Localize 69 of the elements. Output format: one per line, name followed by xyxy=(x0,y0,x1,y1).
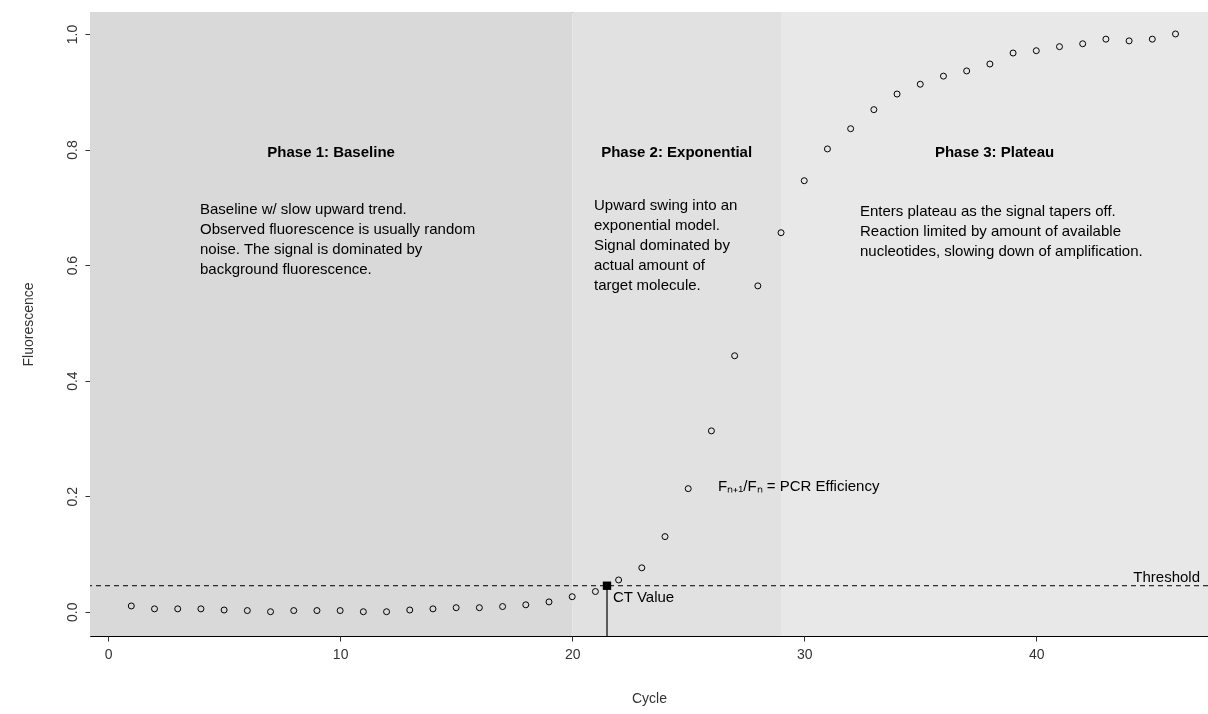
point xyxy=(870,106,878,114)
y-tick-label: 1.0 xyxy=(63,24,80,45)
x-axis-title: Cycle xyxy=(631,689,668,706)
point xyxy=(383,608,391,616)
x-tick-label: 40 xyxy=(1029,645,1045,662)
point xyxy=(684,485,692,493)
annotation: Fₙ₊₁/Fₙ = PCR Efficiency xyxy=(718,477,880,494)
annotation: CT Value xyxy=(613,587,675,605)
point xyxy=(591,588,599,596)
point xyxy=(151,605,159,613)
point xyxy=(939,72,947,80)
x-tick-label: 0 xyxy=(104,645,113,662)
point xyxy=(1079,40,1087,48)
annotation: Enters plateau as the signal tapers off. Reaction limited by amount of available nucleotides, slowing down of amplification. xyxy=(860,202,1143,259)
point xyxy=(1102,35,1110,43)
point xyxy=(1125,37,1133,45)
band-label: Phase 1: Baseline xyxy=(267,143,395,160)
ref-line-label: Threshold xyxy=(1133,567,1200,585)
point xyxy=(313,607,321,615)
point xyxy=(475,604,483,612)
point xyxy=(638,564,646,572)
point xyxy=(847,125,855,133)
point xyxy=(731,352,739,360)
point xyxy=(707,427,715,435)
band-label: Phase 3: Plateau xyxy=(934,143,1055,160)
point xyxy=(963,67,971,75)
band-label: Phase 2: Exponential xyxy=(601,143,753,160)
point xyxy=(359,608,367,616)
y-tick-label: 0.6 xyxy=(63,255,80,276)
point xyxy=(777,229,785,237)
y-tick-label: 0.4 xyxy=(63,371,80,391)
point xyxy=(290,607,298,615)
point xyxy=(220,606,228,614)
point xyxy=(197,605,205,613)
x-tick-label: 30 xyxy=(796,645,813,662)
y-tick-label: 0.0 xyxy=(63,602,80,622)
point xyxy=(545,598,553,606)
point xyxy=(429,605,437,613)
point xyxy=(243,607,251,615)
point xyxy=(406,606,414,614)
point xyxy=(522,601,530,609)
x-tick-label: 20 xyxy=(564,645,581,662)
point xyxy=(602,581,612,590)
point xyxy=(615,576,623,584)
point xyxy=(1172,30,1180,38)
point xyxy=(336,607,344,615)
point xyxy=(174,605,182,613)
point xyxy=(1148,35,1156,43)
y-tick-label: 0.8 xyxy=(63,140,80,160)
point xyxy=(916,80,924,88)
point xyxy=(1032,47,1040,55)
point xyxy=(499,603,507,611)
y-tick-label: 0.2 xyxy=(63,486,80,507)
annotation: Baseline w/ slow upward trend. Observed fluorescence is usually random noise. The signal is dominated by background fluorescence. xyxy=(200,200,476,277)
point xyxy=(452,604,460,612)
y-axis-title: Fluorescence xyxy=(19,282,36,367)
annotation: Upward swing into an exponential model. Signal dominated by actual amount of target molecule. xyxy=(594,196,738,293)
point xyxy=(127,602,135,610)
point xyxy=(267,608,275,616)
point xyxy=(1055,43,1063,51)
point xyxy=(800,177,808,185)
point xyxy=(893,90,901,98)
point xyxy=(823,145,831,153)
point xyxy=(568,593,576,601)
x-tick-label: 10 xyxy=(332,645,349,662)
point xyxy=(661,533,669,541)
point xyxy=(1009,49,1017,57)
point xyxy=(986,60,994,68)
point xyxy=(754,282,762,290)
